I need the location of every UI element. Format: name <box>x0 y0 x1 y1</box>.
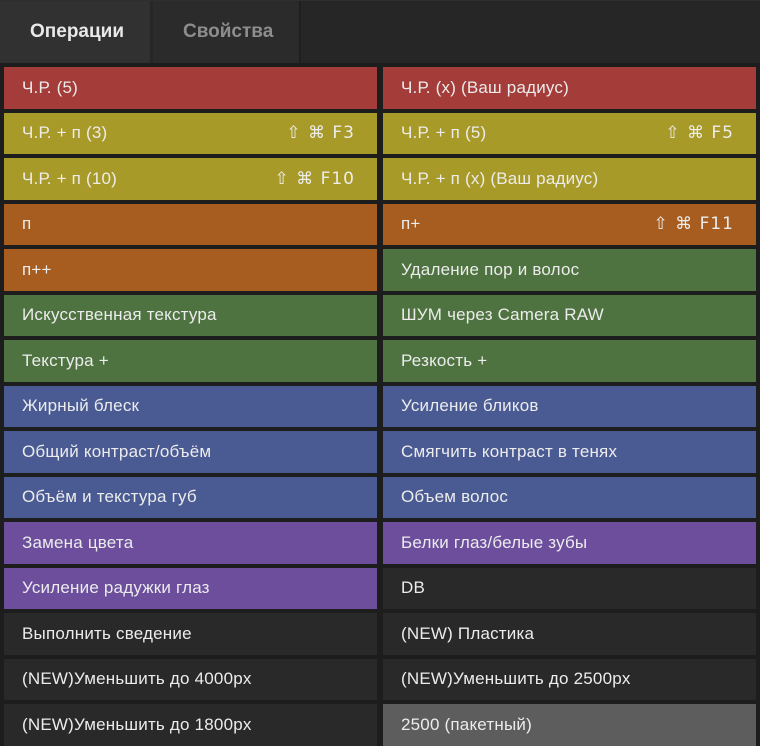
action-label: Замена цвета <box>22 532 134 552</box>
action-label: Ч.Р. (5) <box>22 77 79 97</box>
action-label: Текстура + <box>22 350 109 370</box>
action-label: ШУМ через Camera RAW <box>401 305 604 325</box>
action-button[interactable]: Общий контраст/объём <box>4 431 377 473</box>
action-button[interactable]: (NEW)Уменьшить до 1800px <box>4 704 377 746</box>
action-label: Белки глаз/белые зубы <box>401 532 588 552</box>
action-label: Усиление радужки глаз <box>22 578 210 598</box>
action-shortcut: ⇧ ⌘ F5 <box>665 123 734 144</box>
action-label: 2500 (пакетный) <box>401 714 532 734</box>
action-button[interactable]: Ч.Р. + п (3) ⇧ ⌘ F3 <box>4 112 377 154</box>
action-button[interactable]: Ч.Р. (x) (Ваш радиус) <box>383 67 756 109</box>
action-label: Выполнить сведение <box>22 623 192 643</box>
action-button[interactable]: Усиление бликов <box>383 385 756 427</box>
action-button[interactable]: (NEW)Уменьшить до 4000px <box>4 658 377 700</box>
action-button[interactable]: Текстура + <box>4 340 377 382</box>
action-button[interactable]: ШУМ через Camera RAW <box>383 294 756 336</box>
action-button[interactable]: Ч.Р. + п (x) (Ваш радиус) <box>383 158 756 200</box>
action-button[interactable]: (NEW)Уменьшить до 2500px <box>383 658 756 700</box>
action-button[interactable]: Ч.Р. (5) <box>4 67 377 109</box>
action-label: (NEW)Уменьшить до 4000px <box>22 669 252 689</box>
action-label: Ч.Р. + п (5) <box>401 123 487 143</box>
action-button[interactable]: Усиление радужки глаз <box>4 567 377 609</box>
action-label: Усиление бликов <box>401 396 539 416</box>
action-label: Жирный блеск <box>22 396 140 416</box>
action-label: Ч.Р. (x) (Ваш радиус) <box>401 77 569 97</box>
action-label: Удаление пор и волос <box>401 259 580 279</box>
action-label: (NEW)Уменьшить до 2500px <box>401 669 631 689</box>
action-label: Ч.Р. + п (10) <box>22 168 118 188</box>
action-button[interactable]: Искусственная текстура <box>4 294 377 336</box>
tab-properties-label: Свойства <box>183 21 274 42</box>
action-button[interactable]: Объем волос <box>383 476 756 518</box>
action-shortcut: ⇧ ⌘ F11 <box>653 214 734 235</box>
action-button[interactable]: Жирный блеск <box>4 385 377 427</box>
action-label: (NEW)Уменьшить до 1800px <box>22 714 252 734</box>
action-button[interactable]: Белки глаз/белые зубы <box>383 522 756 564</box>
action-button[interactable]: 2500 (пакетный) <box>383 704 756 746</box>
tab-operations-label: Операции <box>30 21 125 42</box>
action-button[interactable]: Удаление пор и волос <box>383 249 756 291</box>
action-button[interactable]: Резкость + <box>383 340 756 382</box>
action-label: Общий контраст/объём <box>22 441 212 461</box>
panel-tab-bar: Операции Свойства <box>0 0 760 63</box>
action-shortcut: ⇧ ⌘ F3 <box>286 123 355 144</box>
action-button[interactable]: Ч.Р. + п (5) ⇧ ⌘ F5 <box>383 112 756 154</box>
action-label: Ч.Р. + п (x) (Ваш радиус) <box>401 168 599 188</box>
action-button[interactable]: п <box>4 203 377 245</box>
action-label: Ч.Р. + п (3) <box>22 123 108 143</box>
action-button[interactable]: Выполнить сведение <box>4 613 377 655</box>
action-label: п+ <box>401 214 421 234</box>
action-button[interactable]: Объём и текстура губ <box>4 476 377 518</box>
action-button[interactable]: Ч.Р. + п (10) ⇧ ⌘ F10 <box>4 158 377 200</box>
tab-properties[interactable]: Свойства <box>153 1 299 63</box>
actions-grid: Ч.Р. (5) Ч.Р. (x) (Ваш радиус) Ч.Р. + п (3… <box>0 63 760 746</box>
action-button[interactable]: (NEW) Пластика <box>383 613 756 655</box>
action-label: (NEW) Пластика <box>401 623 535 643</box>
tab-bar-spacer <box>299 1 760 63</box>
action-button[interactable]: Замена цвета <box>4 522 377 564</box>
action-button[interactable]: п+ ⇧ ⌘ F11 <box>383 203 756 245</box>
action-label: Объем волос <box>401 487 509 507</box>
action-button[interactable]: п++ <box>4 249 377 291</box>
action-shortcut: ⇧ ⌘ F10 <box>274 168 355 189</box>
tab-operations[interactable]: Операции <box>0 1 150 63</box>
action-button[interactable]: Смягчить контраст в тенях <box>383 431 756 473</box>
action-label: п <box>22 214 32 234</box>
action-label: Смягчить контраст в тенях <box>401 441 618 461</box>
action-label: Объём и текстура губ <box>22 487 197 507</box>
action-label: Искусственная текстура <box>22 305 217 325</box>
action-button[interactable]: DB <box>383 567 756 609</box>
action-label: п++ <box>22 259 52 279</box>
action-label: Резкость + <box>401 350 488 370</box>
action-label: DB <box>401 578 426 598</box>
